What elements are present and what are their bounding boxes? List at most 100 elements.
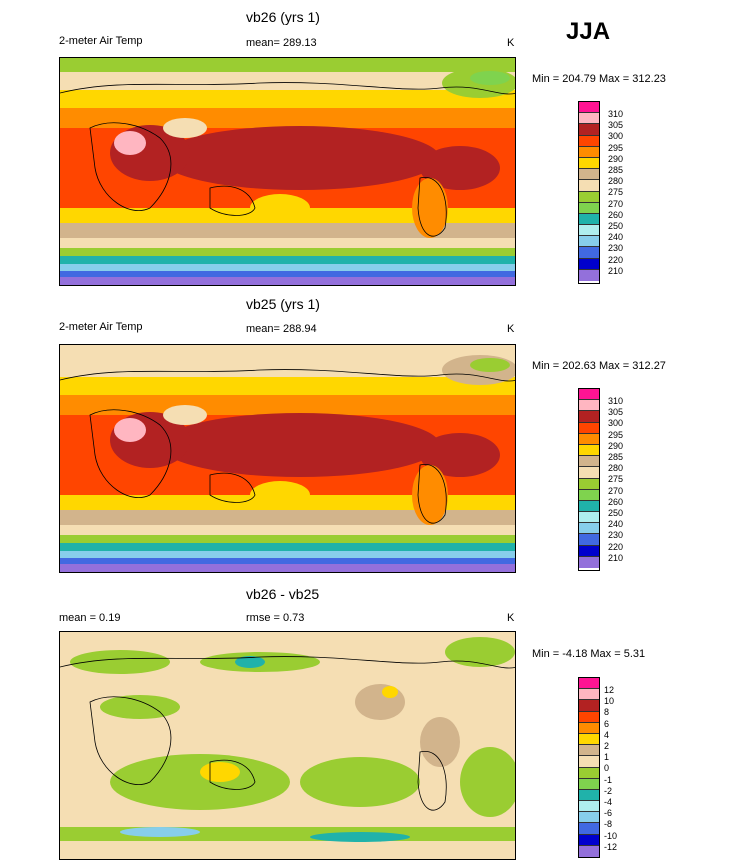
legend-level: 270 <box>608 198 624 209</box>
legend-level: 8 <box>604 707 610 718</box>
legend-swatch <box>579 456 599 468</box>
legend-swatch <box>579 213 599 226</box>
legend-level: 275 <box>608 474 624 485</box>
legend-swatch <box>579 389 599 401</box>
panel3-color-legend <box>578 677 600 858</box>
legend-swatch <box>579 801 599 813</box>
legend-level: -2 <box>604 785 613 796</box>
legend-swatch <box>579 247 599 259</box>
legend-level: -10 <box>604 830 618 841</box>
legend-swatch <box>579 745 599 757</box>
legend-level: 300 <box>608 418 624 429</box>
legend-level: 1 <box>604 752 610 763</box>
legend-level: 220 <box>608 254 624 265</box>
legend-swatch <box>579 202 599 214</box>
legend-level: 260 <box>608 209 624 220</box>
legend-swatch <box>579 678 599 690</box>
legend-level: 280 <box>608 176 624 187</box>
legend-level: 210 <box>608 552 624 563</box>
legend-level: -6 <box>604 808 613 819</box>
panel1-temperature-map <box>59 57 516 286</box>
legend-swatch <box>579 269 599 281</box>
legend-swatch <box>579 422 599 434</box>
legend-swatch <box>579 236 599 248</box>
legend-swatch <box>579 102 599 114</box>
legend-level: 300 <box>608 131 624 142</box>
panel3-title: vb26 - vb25 <box>246 586 320 602</box>
legend-swatch <box>579 478 599 490</box>
legend-level: 230 <box>608 243 624 254</box>
legend-swatch <box>579 433 599 445</box>
legend-level: 305 <box>608 120 624 131</box>
panel1-mean-label: mean= 289.13 <box>246 37 317 49</box>
legend-level: 12 <box>604 685 615 695</box>
legend-level: 310 <box>608 396 624 406</box>
legend-swatch <box>579 545 599 557</box>
legend-swatch <box>579 834 599 846</box>
legend-level: 10 <box>604 696 615 707</box>
legend-level: 240 <box>608 519 624 530</box>
legend-swatch <box>579 823 599 835</box>
legend-swatch <box>579 512 599 524</box>
legend-swatch <box>579 756 599 768</box>
panel1-minmax: Min = 204.79 Max = 312.23 <box>532 73 666 85</box>
legend-swatch <box>579 411 599 423</box>
legend-swatch <box>579 767 599 779</box>
legend-swatch <box>579 789 599 802</box>
panel2-minmax: Min = 202.63 Max = 312.27 <box>532 360 666 372</box>
legend-swatch <box>579 812 599 824</box>
panel1-title: vb26 (yrs 1) <box>246 9 320 25</box>
legend-swatch <box>579 258 599 270</box>
legend-swatch <box>579 135 599 147</box>
panel1-color-legend <box>578 101 600 284</box>
legend-level: -12 <box>604 841 618 852</box>
legend-level: -1 <box>604 774 613 785</box>
legend-swatch <box>579 711 599 723</box>
legend-level: 230 <box>608 530 624 541</box>
legend-swatch <box>579 157 599 170</box>
legend-level: -4 <box>604 797 613 807</box>
panel2-color-legend <box>578 388 600 571</box>
legend-swatch <box>579 124 599 136</box>
legend-level: 260 <box>608 496 624 507</box>
legend-swatch <box>579 733 599 746</box>
legend-swatch <box>579 523 599 535</box>
panel2-variable-label: 2-meter Air Temp <box>59 321 143 333</box>
legend-level: 310 <box>608 109 624 119</box>
legend-swatch <box>579 146 599 158</box>
legend-swatch <box>579 191 599 203</box>
legend-level: 285 <box>608 452 624 462</box>
legend-level: 250 <box>608 508 624 518</box>
legend-level: 250 <box>608 221 624 231</box>
legend-level: 285 <box>608 165 624 175</box>
panel2-temperature-map <box>59 344 516 573</box>
legend-swatch <box>579 778 599 790</box>
panel1-variable-label: 2-meter Air Temp <box>59 35 143 47</box>
legend-level: 290 <box>608 440 624 451</box>
legend-swatch <box>579 534 599 546</box>
legend-swatch <box>579 467 599 479</box>
legend-level: 270 <box>608 485 624 496</box>
legend-swatch <box>579 845 599 857</box>
panel2-mean-label: mean= 288.94 <box>246 323 317 335</box>
legend-swatch <box>579 500 599 513</box>
panel2-title: vb25 (yrs 1) <box>246 296 320 312</box>
legend-swatch <box>579 169 599 181</box>
legend-swatch <box>579 225 599 237</box>
season-label: JJA <box>566 18 611 45</box>
legend-level: 295 <box>608 142 624 153</box>
panel3-minmax: Min = -4.18 Max = 5.31 <box>532 648 646 660</box>
legend-swatch <box>579 180 599 192</box>
legend-swatch <box>579 556 599 568</box>
legend-swatch <box>579 113 599 125</box>
legend-level: 280 <box>608 463 624 474</box>
panel2-units: K <box>507 323 515 335</box>
legend-swatch <box>579 444 599 457</box>
legend-level: 305 <box>608 407 624 418</box>
legend-swatch <box>579 400 599 412</box>
legend-level: 275 <box>608 187 624 198</box>
panel3-units: K <box>507 612 515 624</box>
legend-swatch <box>579 489 599 501</box>
legend-level: 240 <box>608 232 624 243</box>
legend-level: 6 <box>604 718 610 729</box>
